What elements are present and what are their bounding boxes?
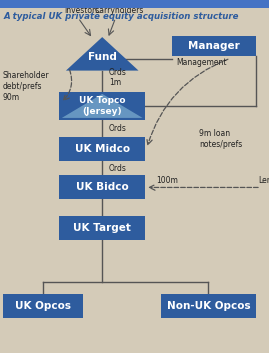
Text: UK Bidco: UK Bidco xyxy=(76,183,129,192)
Text: Manager: Manager xyxy=(188,41,240,51)
Polygon shape xyxy=(66,37,139,71)
Polygon shape xyxy=(62,94,143,118)
Text: Management: Management xyxy=(176,58,227,67)
Text: UK Midco: UK Midco xyxy=(75,144,130,154)
Text: Fund: Fund xyxy=(88,52,117,62)
FancyBboxPatch shape xyxy=(59,92,145,120)
Text: Shareholder
debt/prefs
90m: Shareholder debt/prefs 90m xyxy=(3,71,49,102)
Text: Non-UK Opcos: Non-UK Opcos xyxy=(167,301,250,311)
FancyBboxPatch shape xyxy=(172,36,256,56)
FancyBboxPatch shape xyxy=(59,175,145,199)
Text: UK Target: UK Target xyxy=(73,223,131,233)
Text: Ords: Ords xyxy=(109,163,127,173)
Text: Investors: Investors xyxy=(64,6,100,15)
FancyBboxPatch shape xyxy=(59,216,145,240)
FancyBboxPatch shape xyxy=(59,137,145,161)
Text: UK Opcos: UK Opcos xyxy=(15,301,71,311)
Text: Carryholders: Carryholders xyxy=(95,6,144,15)
Text: Ords: Ords xyxy=(109,124,127,133)
Text: 100m: 100m xyxy=(156,176,178,185)
Bar xyxy=(0,0,269,8)
Text: UK Topco
(Jersey): UK Topco (Jersey) xyxy=(79,96,125,116)
Text: Lender: Lender xyxy=(258,176,269,185)
FancyBboxPatch shape xyxy=(3,294,83,318)
Text: Ords
1m: Ords 1m xyxy=(109,68,127,87)
Text: 9m loan
notes/prefs: 9m loan notes/prefs xyxy=(199,130,242,149)
FancyBboxPatch shape xyxy=(161,294,256,318)
Text: A typical UK private equity acquisition structure: A typical UK private equity acquisition … xyxy=(4,12,239,21)
